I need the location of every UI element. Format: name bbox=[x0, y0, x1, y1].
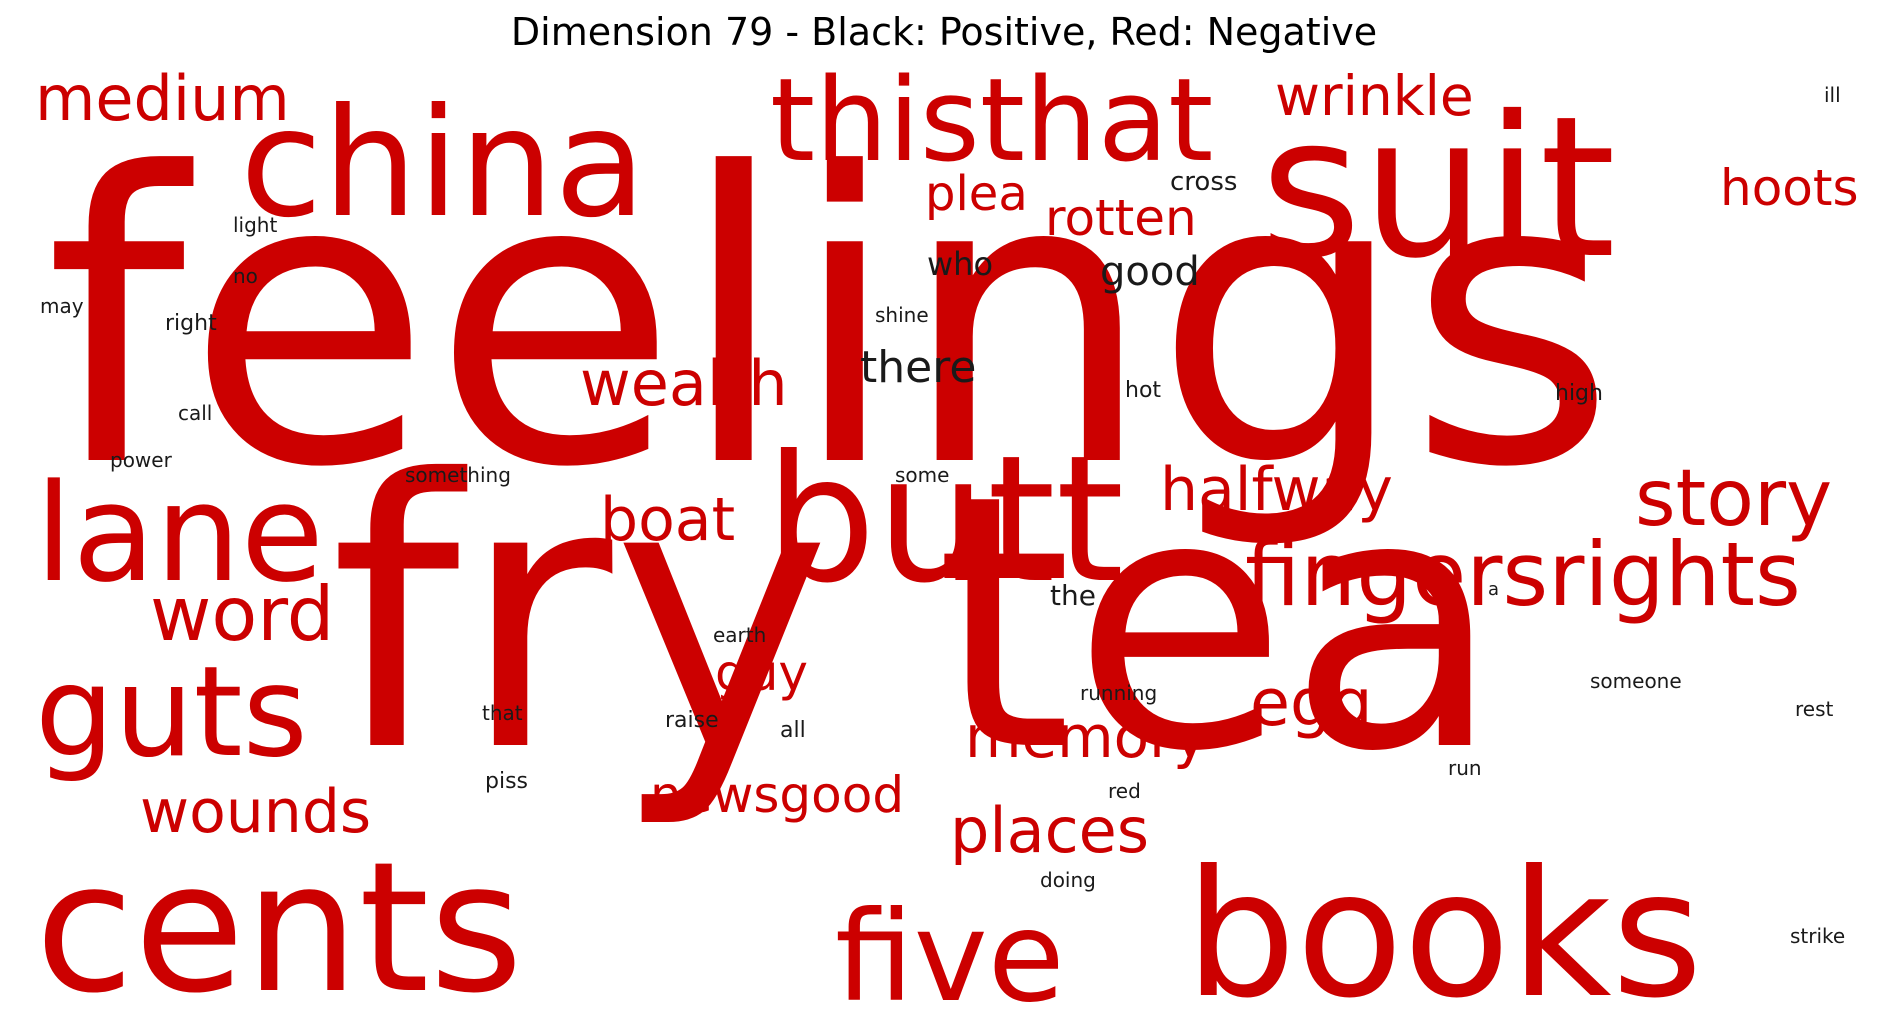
word-right: right bbox=[165, 311, 217, 336]
word-guts: guts bbox=[35, 640, 308, 785]
word-suit: suit bbox=[1260, 74, 1616, 301]
word-rest: rest bbox=[1795, 697, 1834, 721]
word-power: power bbox=[110, 448, 173, 472]
word-egg: egg bbox=[1250, 666, 1373, 741]
word-wealth: wealth bbox=[580, 347, 788, 420]
word-memory: memory bbox=[965, 703, 1207, 771]
word-light: light bbox=[233, 213, 277, 237]
word-newsgood: newsgood bbox=[650, 766, 904, 824]
word-may: may bbox=[40, 294, 84, 318]
word-no: no bbox=[233, 264, 258, 288]
word-some: some bbox=[895, 463, 949, 487]
word-hoots: hoots bbox=[1720, 159, 1859, 217]
word-cents: cents bbox=[35, 824, 523, 1010]
word-word: word bbox=[150, 570, 334, 658]
word-red: red bbox=[1108, 779, 1141, 803]
word-piss: piss bbox=[485, 769, 528, 794]
word-run: run bbox=[1448, 756, 1482, 780]
word-doing: doing bbox=[1040, 868, 1096, 892]
figure-title: Dimension 79 - Black: Positive, Red: Neg… bbox=[510, 10, 1378, 54]
word-ill: ill bbox=[1824, 83, 1841, 107]
word-someone: someone bbox=[1590, 669, 1682, 693]
word-there: there bbox=[860, 342, 976, 393]
word-all: all bbox=[780, 718, 806, 743]
word-call: call bbox=[178, 401, 212, 425]
word-thisthat: thisthat bbox=[770, 54, 1213, 188]
word-feelings: feelings bbox=[45, 90, 1616, 555]
word-who: who bbox=[927, 245, 993, 283]
word-wounds: wounds bbox=[140, 777, 371, 847]
word-strike: strike bbox=[1790, 924, 1845, 948]
word-the: the bbox=[1050, 579, 1096, 612]
word-raise: raise bbox=[665, 708, 719, 733]
word-fingersrights: fingersrights bbox=[1245, 523, 1801, 626]
word-lane: lane bbox=[35, 455, 324, 612]
word-tea: tea bbox=[935, 420, 1502, 828]
word-a: a bbox=[1488, 579, 1499, 600]
word-rotten: rotten bbox=[1045, 189, 1197, 247]
word-halfway: halfway bbox=[1160, 455, 1393, 525]
word-five: five bbox=[835, 885, 1065, 1010]
word-running: running bbox=[1080, 681, 1157, 705]
word-fry: fry bbox=[330, 403, 831, 833]
word-hot: hot bbox=[1125, 378, 1161, 403]
word-guy: guy bbox=[715, 644, 808, 702]
word-places: places bbox=[950, 794, 1149, 867]
word-something: something bbox=[405, 463, 511, 487]
word-boat: boat bbox=[600, 485, 735, 555]
word-books: books bbox=[1185, 834, 1703, 1010]
word-shine: shine bbox=[875, 303, 929, 327]
word-medium: medium bbox=[35, 62, 290, 135]
word-earth: earth bbox=[713, 623, 766, 647]
word-good: good bbox=[1100, 249, 1200, 295]
word-that: that bbox=[482, 701, 523, 725]
word-plea: plea bbox=[925, 166, 1028, 222]
word-story: story bbox=[1635, 454, 1832, 544]
word-wrinkle: wrinkle bbox=[1275, 64, 1474, 128]
word-high: high bbox=[1555, 381, 1603, 406]
word-butt: butt bbox=[765, 419, 1124, 622]
word-china: china bbox=[240, 77, 646, 251]
word-cross: cross bbox=[1170, 167, 1237, 197]
